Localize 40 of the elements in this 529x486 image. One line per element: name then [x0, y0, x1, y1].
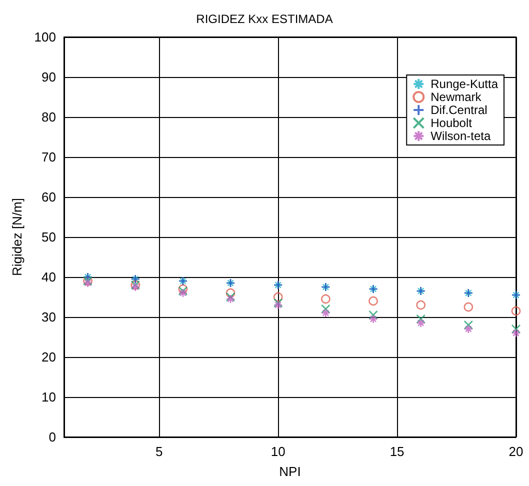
point — [464, 320, 474, 330]
y-tick-label: 30 — [42, 310, 56, 324]
point — [368, 310, 378, 320]
point — [321, 304, 330, 314]
point — [511, 324, 521, 334]
legend-label: Wilson-teta — [430, 129, 491, 143]
point — [321, 308, 330, 318]
point — [416, 314, 426, 324]
point — [368, 314, 378, 324]
y-tick-label: 60 — [42, 190, 56, 204]
point — [464, 302, 474, 312]
y-axis-title: Rigidez [N/m] — [9, 198, 24, 276]
point — [226, 288, 236, 298]
x-tick-label: 5 — [156, 444, 163, 459]
y-tick-label: 80 — [42, 110, 56, 124]
point — [511, 306, 521, 316]
point — [511, 328, 521, 338]
y-tick-label: 10 — [42, 390, 56, 404]
y-tick-label: 70 — [42, 150, 56, 164]
x-tick-label: 15 — [390, 444, 404, 459]
y-tick-label: 50 — [42, 230, 56, 244]
legend-label: Dif.Central — [430, 103, 488, 117]
y-tick-label: 90 — [42, 70, 56, 84]
point — [273, 292, 283, 302]
x-tick-label: 10 — [270, 444, 286, 459]
x-tick-label: 20 — [508, 444, 524, 459]
point — [416, 318, 426, 328]
y-tick-label: 0 — [48, 430, 56, 444]
point — [464, 324, 474, 334]
legend-label: Houbolt — [430, 116, 473, 130]
point — [321, 294, 330, 304]
y-tick-label: 40 — [42, 270, 56, 284]
y-tick-label: 20 — [42, 350, 56, 364]
y-tick-label: 100 — [34, 30, 56, 44]
legend-label: Newmark — [430, 90, 482, 104]
point — [368, 296, 378, 306]
point — [416, 300, 426, 310]
chart-title: RIGIDEZ Kxx ESTIMADA — [196, 12, 333, 26]
x-axis-title: NPI — [279, 464, 301, 479]
legend-label: Runge-Kutta — [430, 77, 498, 91]
